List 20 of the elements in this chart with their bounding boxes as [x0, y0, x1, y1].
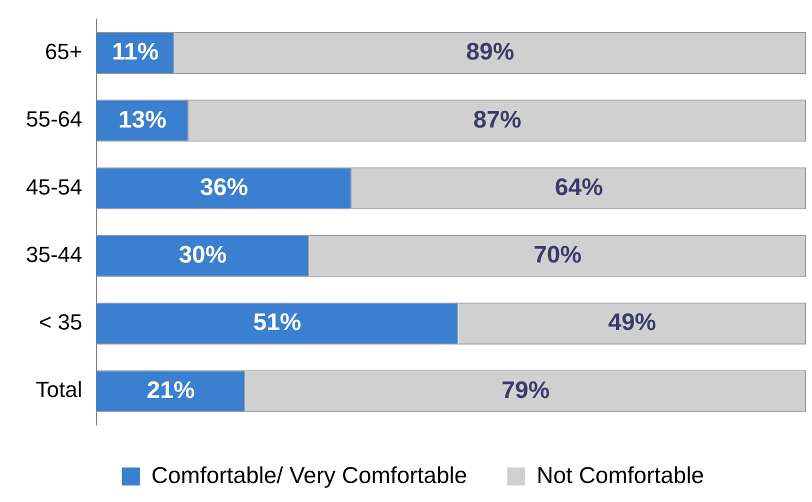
y-tick-label: Total: [36, 377, 82, 402]
y-tick-label: 55-64: [26, 106, 82, 132]
data-label: 13%: [118, 106, 166, 134]
data-label: 87%: [473, 106, 522, 134]
y-tick-label: 35-44: [26, 242, 82, 267]
y-tick-label: 45-54: [26, 174, 82, 200]
y-tick-label: < 35: [38, 310, 82, 335]
data-label: 49%: [608, 309, 656, 336]
data-label: 70%: [534, 242, 582, 269]
data-label: 79%: [502, 376, 550, 404]
data-label: 64%: [554, 174, 603, 201]
data-label: 51%: [253, 309, 302, 336]
data-label: 11%: [112, 38, 159, 66]
data-label: 89%: [466, 38, 514, 66]
data-label: 21%: [146, 376, 195, 404]
y-tick-label: 65+: [44, 39, 82, 64]
legend-label: Comfortable/ Very Comfortable: [151, 462, 468, 488]
data-label: 30%: [178, 242, 227, 269]
legend-label: Not Comfortable: [536, 462, 704, 488]
data-label: 36%: [200, 174, 248, 201]
